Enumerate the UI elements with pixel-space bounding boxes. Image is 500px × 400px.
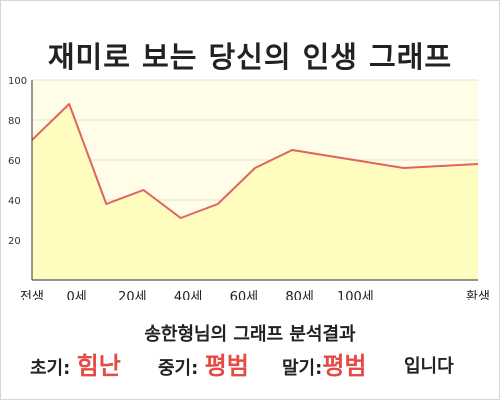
y-tick-label: 20 <box>8 236 21 247</box>
x-tick-label: 20세 <box>118 290 147 300</box>
result-early: 초기: 힘난 <box>30 346 121 381</box>
area-fill <box>32 104 478 280</box>
result-early-value: 힘난 <box>76 352 121 380</box>
result-late: 말기:평범 <box>282 346 367 381</box>
x-tick-label: 40세 <box>174 290 203 300</box>
y-tick-label: 100 <box>8 76 27 87</box>
x-tick-label: 60세 <box>230 290 259 300</box>
y-tick-label: 60 <box>8 156 21 167</box>
result-late-label: 말기: <box>282 358 323 379</box>
result-suffix: 입니다 <box>404 356 454 377</box>
result-late-value: 평범 <box>322 352 367 380</box>
result-mid-value: 평범 <box>204 352 249 380</box>
x-tick-label: 100세 <box>337 290 374 300</box>
life-graph-chart: 20 40 60 80 100 전생 0세 20세 40세 60세 80세 100세 환생 <box>8 76 490 300</box>
y-axis: 20 40 60 80 100 <box>8 76 27 247</box>
result-mid-label: 중기: <box>158 358 199 379</box>
y-tick-label: 80 <box>8 116 21 127</box>
x-axis: 전생 0세 20세 40세 60세 80세 100세 환생 <box>20 290 490 300</box>
x-tick-label: 0세 <box>66 290 86 300</box>
result-early-label: 초기: <box>30 358 71 379</box>
y-tick-label: 40 <box>8 196 21 207</box>
x-tick-label: 80세 <box>285 290 314 300</box>
result-mid: 중기: 평범 <box>158 346 249 381</box>
series-line <box>31 103 479 219</box>
x-tick-label: 전생 <box>20 290 44 300</box>
analysis-subtitle: 송한형님의 그래프 분석결과 <box>144 324 356 345</box>
x-tick-label: 환생 <box>466 290 490 300</box>
page-title: 재미로 보는 당신의 인생 그래프 <box>47 40 453 74</box>
